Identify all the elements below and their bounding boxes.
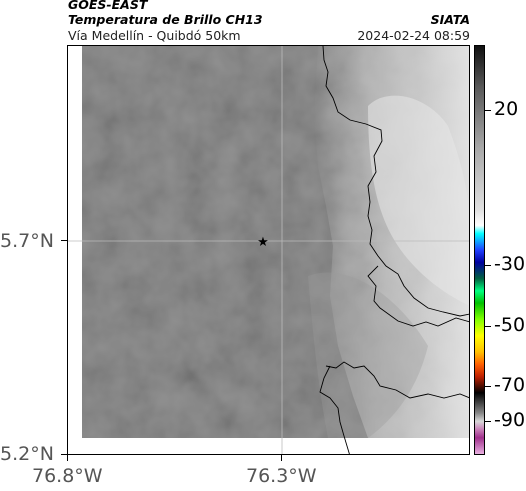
- lat-tick: [61, 454, 67, 455]
- colorbar-tick: [485, 265, 491, 266]
- colorbar-label: 20: [494, 98, 519, 120]
- department-border-4: [319, 365, 350, 454]
- satellite-name: GOES-EAST: [68, 0, 148, 12]
- colorbar-label: -70: [494, 374, 526, 396]
- colorbar-tick: [485, 110, 491, 111]
- product-title: Temperatura de Brillo CH13: [68, 12, 263, 27]
- star-icon: ★: [257, 235, 269, 250]
- map-panel[interactable]: ★: [67, 45, 470, 455]
- lat-label: 5.2°N: [0, 443, 54, 465]
- temperature-colorbar: [474, 45, 485, 455]
- department-border-2: [367, 265, 469, 327]
- lon-label: 76.3°W: [246, 465, 317, 487]
- lat-tick: [61, 240, 67, 241]
- timestamp: 2024-02-24 08:59: [357, 28, 470, 43]
- colorbar-tick: [485, 421, 491, 422]
- colorbar-tick: [485, 386, 491, 387]
- lat-label: 5.7°N: [0, 230, 54, 252]
- lon-tick: [67, 455, 68, 461]
- department-border: [322, 46, 469, 317]
- satellite-imagery: ★: [68, 46, 469, 454]
- lon-tick: [281, 455, 282, 461]
- organization-name: SIATA: [430, 12, 470, 27]
- lon-label: 76.8°W: [32, 465, 103, 487]
- colorbar-label: -90: [494, 409, 526, 431]
- colorbar-label: -50: [494, 314, 526, 336]
- colorbar-label: -30: [494, 253, 526, 275]
- department-border-3: [325, 361, 469, 399]
- colorbar-tick: [485, 326, 491, 327]
- region-subtitle: Vía Medellín - Quibdó 50km: [68, 28, 241, 43]
